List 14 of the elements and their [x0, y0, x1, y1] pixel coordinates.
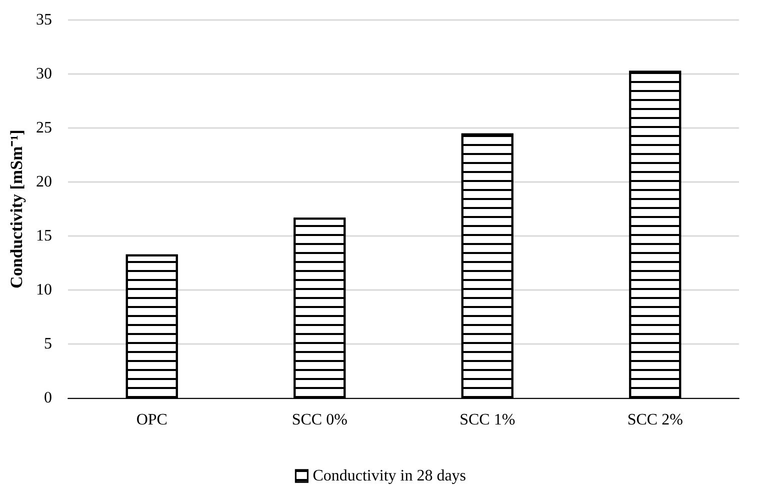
y-tick-label: 10: [36, 282, 52, 298]
y-tick-label: 5: [44, 336, 52, 352]
legend-label: Conductivity in 28 days: [312, 468, 466, 484]
x-tick-label: SCC 1%: [460, 412, 516, 428]
y-tick-label: 35: [36, 12, 52, 28]
y-tick-label: 30: [36, 66, 52, 82]
x-tick-label: OPC: [136, 412, 168, 428]
x-tick-label: SCC 0%: [292, 412, 348, 428]
y-tick-label: 0: [44, 390, 52, 406]
y-axis-title: Conductivity [mSm⁻¹]: [7, 130, 26, 288]
y-tick-label: 25: [36, 120, 52, 136]
y-tick-label: 20: [36, 174, 52, 190]
x-tick-label: SCC 2%: [627, 412, 683, 428]
y-tick-label: 15: [36, 228, 52, 244]
